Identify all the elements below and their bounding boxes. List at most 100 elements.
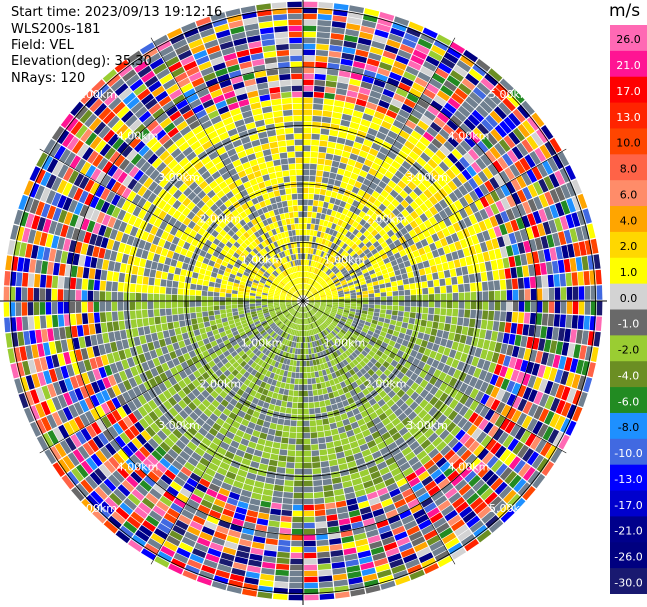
velocity-gate: [148, 377, 158, 388]
velocity-gate: [124, 223, 133, 235]
velocity-gate: [318, 309, 324, 313]
velocity-gate: [326, 208, 333, 216]
velocity-gate: [354, 386, 362, 394]
velocity-gate: [273, 326, 279, 332]
velocity-gate: [90, 209, 100, 222]
velocity-gate: [569, 358, 579, 373]
velocity-gate: [171, 287, 178, 295]
velocity-gate: [265, 315, 271, 320]
velocity-gate: [392, 296, 399, 301]
velocity-gate: [372, 176, 381, 185]
velocity-gate: [314, 224, 319, 231]
velocity-gate: [311, 341, 316, 348]
velocity-gate: [395, 114, 407, 124]
velocity-gate: [268, 293, 274, 297]
velocity-gate: [402, 431, 413, 441]
velocity-gate: [470, 497, 484, 510]
velocity-gate: [386, 296, 393, 301]
velocity-gate: [359, 375, 367, 383]
velocity-gate: [267, 319, 273, 324]
velocity-gate: [385, 456, 396, 466]
velocity-gate: [99, 464, 112, 478]
velocity-gate: [349, 361, 356, 369]
velocity-gate: [386, 287, 392, 292]
velocity-gate: [106, 270, 114, 281]
velocity-gate: [286, 295, 292, 298]
velocity-gate: [356, 249, 363, 256]
velocity-gate: [489, 412, 500, 425]
velocity-gate: [286, 401, 293, 408]
velocity-gate: [317, 364, 322, 371]
velocity-gate: [89, 182, 100, 195]
velocity-gate: [561, 342, 570, 356]
velocity-gate: [320, 213, 326, 220]
velocity-gate: [320, 363, 326, 370]
velocity-gate: [346, 498, 358, 506]
velocity-gate: [378, 229, 387, 237]
velocity-gate: [263, 550, 277, 557]
velocity-gate: [307, 372, 312, 379]
velocity-gate: [350, 588, 366, 597]
velocity-gate: [335, 315, 341, 320]
velocity-gate: [480, 487, 494, 501]
velocity-gate: [236, 357, 244, 365]
velocity-gate: [424, 373, 433, 382]
velocity-gate: [560, 370, 569, 385]
velocity-gate: [399, 402, 409, 412]
velocity-gate: [163, 353, 172, 362]
velocity-gate: [308, 295, 314, 299]
velocity-gate: [219, 297, 226, 301]
velocity-gate: [311, 450, 320, 457]
velocity-gate: [307, 284, 310, 290]
velocity-gate: [303, 13, 317, 20]
velocity-gate: [304, 277, 307, 284]
velocity-gate: [313, 255, 318, 261]
velocity-gate: [214, 386, 223, 395]
velocity-gate: [322, 171, 330, 178]
velocity-gate: [527, 184, 538, 198]
velocity-gate: [292, 295, 298, 299]
velocity-gate: [331, 21, 346, 29]
velocity-gate: [308, 301, 315, 303]
velocity-gate: [263, 333, 270, 339]
velocity-gate: [106, 387, 116, 399]
velocity-gate: [412, 82, 425, 93]
velocity-gate: [126, 357, 135, 368]
velocity-gate: [552, 154, 564, 170]
velocity-gate: [233, 454, 243, 463]
velocity-gate: [286, 462, 295, 469]
velocity-gate: [374, 267, 381, 273]
velocity-gate: [153, 385, 163, 396]
velocity-gate: [406, 93, 419, 104]
velocity-gate: [308, 297, 314, 300]
velocity-gate: [344, 274, 351, 279]
velocity-gate: [524, 301, 531, 312]
velocity-gate: [292, 303, 298, 307]
velocity-gate: [304, 318, 306, 325]
velocity-gate: [226, 354, 234, 361]
velocity-gate: [243, 271, 250, 277]
velocity-gate: [565, 165, 576, 181]
velocity-gate: [464, 205, 474, 216]
velocity-gate: [379, 61, 393, 71]
velocity-gate: [100, 270, 108, 281]
velocity-gate: [428, 432, 439, 443]
velocity-gate: [429, 78, 443, 90]
velocity-gate: [577, 271, 584, 286]
velocity-gate: [205, 376, 214, 385]
velocity-gate: [353, 246, 361, 253]
velocity-gate: [493, 226, 502, 238]
velocity-gate: [435, 149, 447, 161]
velocity-gate: [311, 289, 317, 294]
velocity-gate: [476, 483, 490, 496]
velocity-gate: [209, 276, 216, 283]
velocity-gate: [320, 251, 325, 258]
velocity-gate: [363, 230, 371, 238]
velocity-gate: [303, 25, 317, 32]
velocity-gate: [393, 16, 410, 27]
velocity-gate: [443, 140, 455, 152]
velocity-gate: [369, 46, 384, 56]
velocity-gate: [107, 164, 118, 177]
velocity-gate: [312, 335, 316, 341]
velocity-gate: [87, 279, 95, 290]
